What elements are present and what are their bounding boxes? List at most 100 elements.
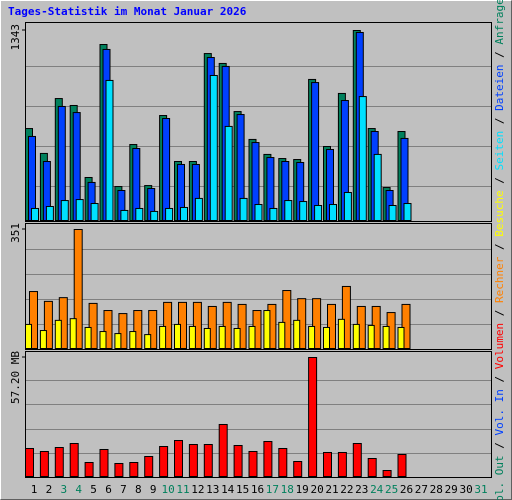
bar xyxy=(192,301,202,349)
bar xyxy=(337,318,345,349)
y-tick-label: 57.20 MB xyxy=(9,351,22,404)
bar xyxy=(248,325,256,349)
bar xyxy=(159,446,169,477)
bar xyxy=(367,458,377,477)
bar xyxy=(144,456,154,478)
x-tick-label: 30 xyxy=(459,483,472,496)
bar xyxy=(341,285,351,350)
legend-entry: Besuche xyxy=(493,190,506,236)
bar xyxy=(174,323,181,349)
bar xyxy=(159,325,167,349)
x-tick-label: 12 xyxy=(191,483,204,496)
bar xyxy=(218,423,228,477)
bar xyxy=(150,210,159,222)
bar xyxy=(165,207,174,222)
bar xyxy=(323,326,330,350)
x-tick-label: 15 xyxy=(236,483,249,496)
legend-entry: Seiten xyxy=(493,131,506,171)
bar xyxy=(45,205,54,222)
y-tick-label: 351 xyxy=(9,223,22,243)
bar xyxy=(233,327,241,350)
x-tick-label: 25 xyxy=(385,483,398,496)
panel-frame xyxy=(25,351,492,478)
bar xyxy=(144,334,152,349)
bar xyxy=(224,125,233,221)
bar xyxy=(69,443,79,477)
bar xyxy=(105,79,114,221)
legend: Vol. Out / Vol. In / Volumen / Rechner /… xyxy=(493,0,506,500)
bar xyxy=(118,313,128,349)
bar xyxy=(90,203,99,222)
legend-entry: Anfragen xyxy=(493,0,506,45)
bar xyxy=(388,205,397,221)
bar xyxy=(54,446,64,478)
x-tick-label: 9 xyxy=(150,483,157,496)
bar xyxy=(69,318,77,350)
bar xyxy=(207,305,217,349)
legend-separator: / xyxy=(493,435,506,455)
x-tick-label: 16 xyxy=(251,483,264,496)
bar xyxy=(278,447,288,478)
bar xyxy=(60,200,69,222)
x-tick-label: 26 xyxy=(400,483,413,496)
x-tick-label: 24 xyxy=(370,483,384,496)
legend-separator: / xyxy=(493,369,506,389)
bar xyxy=(174,440,183,477)
x-tick-label: 31 xyxy=(474,483,487,496)
bar xyxy=(148,310,158,350)
bar xyxy=(263,441,273,478)
bar xyxy=(311,82,320,221)
x-tick-label: 6 xyxy=(105,483,112,496)
bar xyxy=(84,326,92,350)
bar xyxy=(133,310,143,350)
x-tick-label: 18 xyxy=(281,483,294,496)
x-tick-label: 28 xyxy=(430,483,443,496)
legend-separator: / xyxy=(493,45,506,65)
bar xyxy=(114,462,124,477)
bar xyxy=(323,451,332,477)
x-tick-label: 14 xyxy=(221,483,235,496)
x-tick-label: 5 xyxy=(90,483,97,496)
bar xyxy=(382,470,392,478)
bar xyxy=(39,450,49,477)
x-tick-label: 10 xyxy=(161,483,174,496)
bar xyxy=(293,319,301,350)
bar xyxy=(163,301,173,349)
bar xyxy=(203,444,213,477)
bar xyxy=(312,298,322,349)
bar xyxy=(299,201,308,221)
bar xyxy=(373,153,382,222)
bar xyxy=(352,323,360,349)
bar xyxy=(194,197,203,221)
bar xyxy=(282,290,292,349)
bar xyxy=(308,325,316,349)
bar xyxy=(88,302,98,350)
legend-entry: Rechner xyxy=(493,256,506,303)
y-tick-label: 1343 xyxy=(9,24,22,51)
x-tick-label: 27 xyxy=(415,483,428,496)
legend-entry: Vol. Out xyxy=(493,455,506,500)
legend-separator: / xyxy=(493,303,506,323)
panel-frame xyxy=(25,22,492,222)
bar xyxy=(367,324,375,349)
bar xyxy=(75,199,84,221)
bar xyxy=(397,453,407,478)
bar xyxy=(135,207,144,222)
bar xyxy=(43,300,53,349)
bar xyxy=(278,321,286,350)
bar xyxy=(25,323,32,349)
bar xyxy=(352,443,362,477)
bar xyxy=(114,333,122,349)
bar xyxy=(397,326,405,350)
legend-separator: / xyxy=(493,171,506,191)
bar xyxy=(358,96,367,221)
bar xyxy=(293,461,303,478)
bar xyxy=(99,448,109,477)
bar xyxy=(327,303,336,350)
x-tick-label: 1 xyxy=(31,483,38,496)
bar xyxy=(28,135,36,222)
bar xyxy=(129,331,137,349)
legend-separator: / xyxy=(493,237,506,257)
